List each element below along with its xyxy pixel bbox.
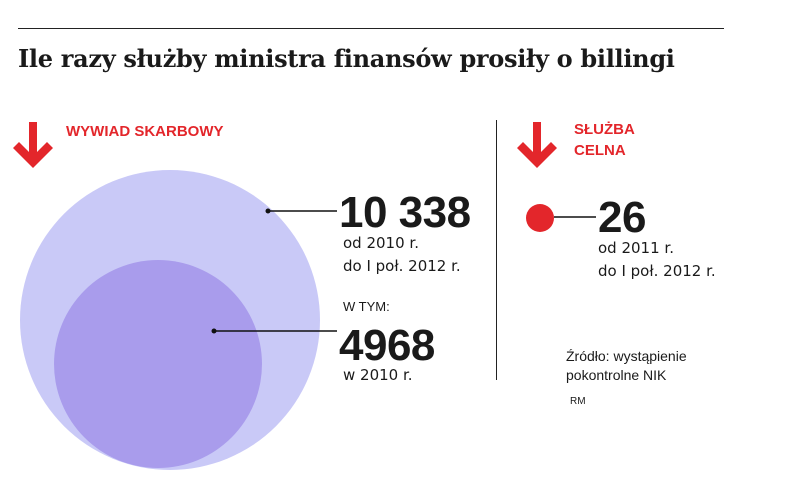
period-line: do I poł. 2012 r. <box>343 257 461 275</box>
source-line: Źródło: wystąpienie <box>566 348 687 364</box>
section-label-wywiad-skarbowy: WYWIAD SKARBOWY <box>66 123 224 140</box>
period-wywiad-total: od 2010 r. do I poł. 2012 r. <box>343 232 461 278</box>
author-initials: RM <box>570 396 586 407</box>
top-rule <box>18 28 724 29</box>
bubble-sluzba-celna <box>526 204 554 232</box>
period-line: od 2011 r. <box>598 239 674 257</box>
value-wywiad-total: 10 338 <box>339 188 471 237</box>
section-label-line: CELNA <box>574 142 626 159</box>
section-label-line: SŁUŻBA <box>574 121 635 138</box>
arrow-down-icon <box>517 122 557 168</box>
in-that-label: W TYM: <box>343 299 390 314</box>
section-divider <box>496 120 497 380</box>
bubble-wywiad-2010 <box>54 260 262 468</box>
source-line: pokontrolne NIK <box>566 367 667 383</box>
value-sluzba-celna: 26 <box>598 193 646 242</box>
period-line: do I poł. 2012 r. <box>598 262 716 280</box>
leader-dot-2010 <box>211 328 217 334</box>
value-wywiad-2010: 4968 <box>339 321 435 370</box>
period-line: od 2010 r. <box>343 234 419 252</box>
page-title: Ile razy służby ministra finansów prosił… <box>18 44 675 73</box>
source-note: Źródło: wystąpienie pokontrolne NIK <box>566 347 687 385</box>
period-wywiad-2010: w 2010 r. <box>343 366 413 384</box>
section-label-sluzba-celna: SŁUŻBA CELNA <box>574 119 635 161</box>
leader-dot-total <box>265 208 271 214</box>
period-sluzba-celna: od 2011 r. do I poł. 2012 r. <box>598 237 716 283</box>
arrow-down-icon <box>13 122 53 168</box>
